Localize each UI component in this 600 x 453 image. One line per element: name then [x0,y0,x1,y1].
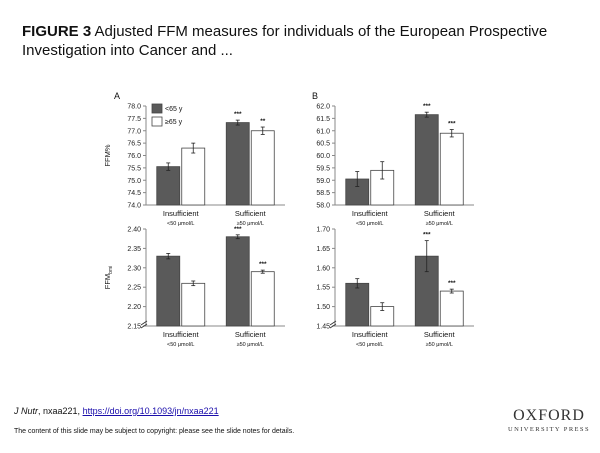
significance-label: ** [260,118,266,125]
y-tick-label: 60.0 [316,153,330,160]
y-tick-label: 62.0 [316,104,330,111]
panel-label: B [312,91,318,101]
y-tick-label: 1.45 [316,324,330,331]
axis-break-mark [140,320,148,326]
category-label: Insufficient [352,330,389,339]
significance-label: *** [448,280,456,287]
y-tick-label: 2.15 [127,324,141,331]
y-tick-label: 61.5 [316,116,330,123]
bar [250,271,275,327]
y-tick-label: 2.20 [127,304,141,311]
journal-name: J Nutr [14,406,39,416]
y-tick-label: 76.5 [127,141,141,148]
y-tick-label: 1.65 [316,246,330,253]
category-label: Insufficient [163,209,200,218]
category-sublabel: ≥50 μmol/L [426,342,453,348]
bar [156,166,181,206]
bar [156,255,181,327]
y-tick-label: 74.5 [127,190,141,197]
category-label: Insufficient [352,209,389,218]
y-tick-label: 1.60 [316,265,330,272]
category-sublabel: ≥50 μmol/L [237,342,264,348]
significance-label: *** [423,103,431,110]
significance-label: *** [259,261,267,268]
y-tick-label: 60.5 [316,141,330,148]
y-tick-label: 76.0 [127,153,141,160]
y-tick-label: 75.5 [127,165,141,172]
bar [225,122,250,206]
category-label: Sufficient [424,209,456,218]
category-sublabel: <50 μmol/L [167,221,194,227]
category-sublabel: <50 μmol/L [356,342,383,348]
y-tick-label: 61.0 [316,128,330,135]
y-axis-label-sub: bmi [108,266,114,274]
y-tick-label: 75.0 [127,178,141,185]
y-tick-label: 2.30 [127,265,141,272]
y-tick-label: 2.40 [127,227,141,234]
axis-break-mark [329,323,337,329]
category-sublabel: <50 μmol/L [356,221,383,227]
bar [439,132,464,206]
y-tick-label: 78.0 [127,104,141,111]
copyright-note: The content of this slide may be subject… [14,428,295,435]
significance-label: *** [234,226,242,233]
legend-swatch [151,116,163,127]
y-tick-label: 58.0 [316,203,330,210]
publisher-logo: OXFORD UNIVERSITY PRESS [508,407,590,434]
figure-label: FIGURE 3 [22,23,92,40]
y-tick-label: 74.0 [127,203,141,210]
slide-title: FIGURE 3 Adjusted FFM measures for indiv… [22,22,582,60]
axis-break-mark [140,323,148,329]
y-tick-label: 77.0 [127,128,141,135]
doi-link[interactable]: https://doi.org/10.1093/jn/nxaa221 [82,406,219,416]
panel-label: A [114,91,120,101]
category-label: Sufficient [235,209,267,218]
significance-label: *** [448,121,456,128]
bar [414,114,439,206]
category-label: Insufficient [163,330,200,339]
figure-title-text: Adjusted FFM measures for individuals of… [22,23,548,59]
y-tick-label: 59.0 [316,178,330,185]
y-tick-label: 2.35 [127,246,141,253]
bar [250,130,275,206]
publisher-name: OXFORD [513,407,585,424]
category-sublabel: ≥50 μmol/L [426,221,453,227]
legend-swatch [151,103,163,114]
y-tick-label: 58.5 [316,190,330,197]
significance-label: *** [234,111,242,118]
bar [181,147,206,206]
y-tick-label: 1.70 [316,227,330,234]
bar [439,290,464,327]
y-tick-label: 77.5 [127,116,141,123]
y-tick-label: 2.25 [127,285,141,292]
bar [181,282,206,327]
citation: J Nutr, nxaa221, https://doi.org/10.1093… [14,406,219,416]
bar [225,236,250,327]
citation-rest: , nxaa221, [38,406,83,416]
legend-label: ≥65 y [165,119,183,126]
axis-break-mark [329,320,337,326]
significance-label: *** [423,232,431,239]
publisher-sub: UNIVERSITY PRESS [508,426,590,433]
category-sublabel: ≥50 μmol/L [237,221,264,227]
category-label: Sufficient [424,330,456,339]
category-label: Sufficient [235,330,267,339]
bar [345,282,370,327]
category-sublabel: <50 μmol/L [167,342,194,348]
legend-label: <65 y [165,106,183,113]
y-axis-label: FFMbmi [103,266,114,289]
y-tick-label: 1.50 [316,304,330,311]
y-tick-label: 1.55 [316,285,330,292]
y-tick-label: 59.5 [316,165,330,172]
y-axis-label: FFM% [103,144,112,166]
